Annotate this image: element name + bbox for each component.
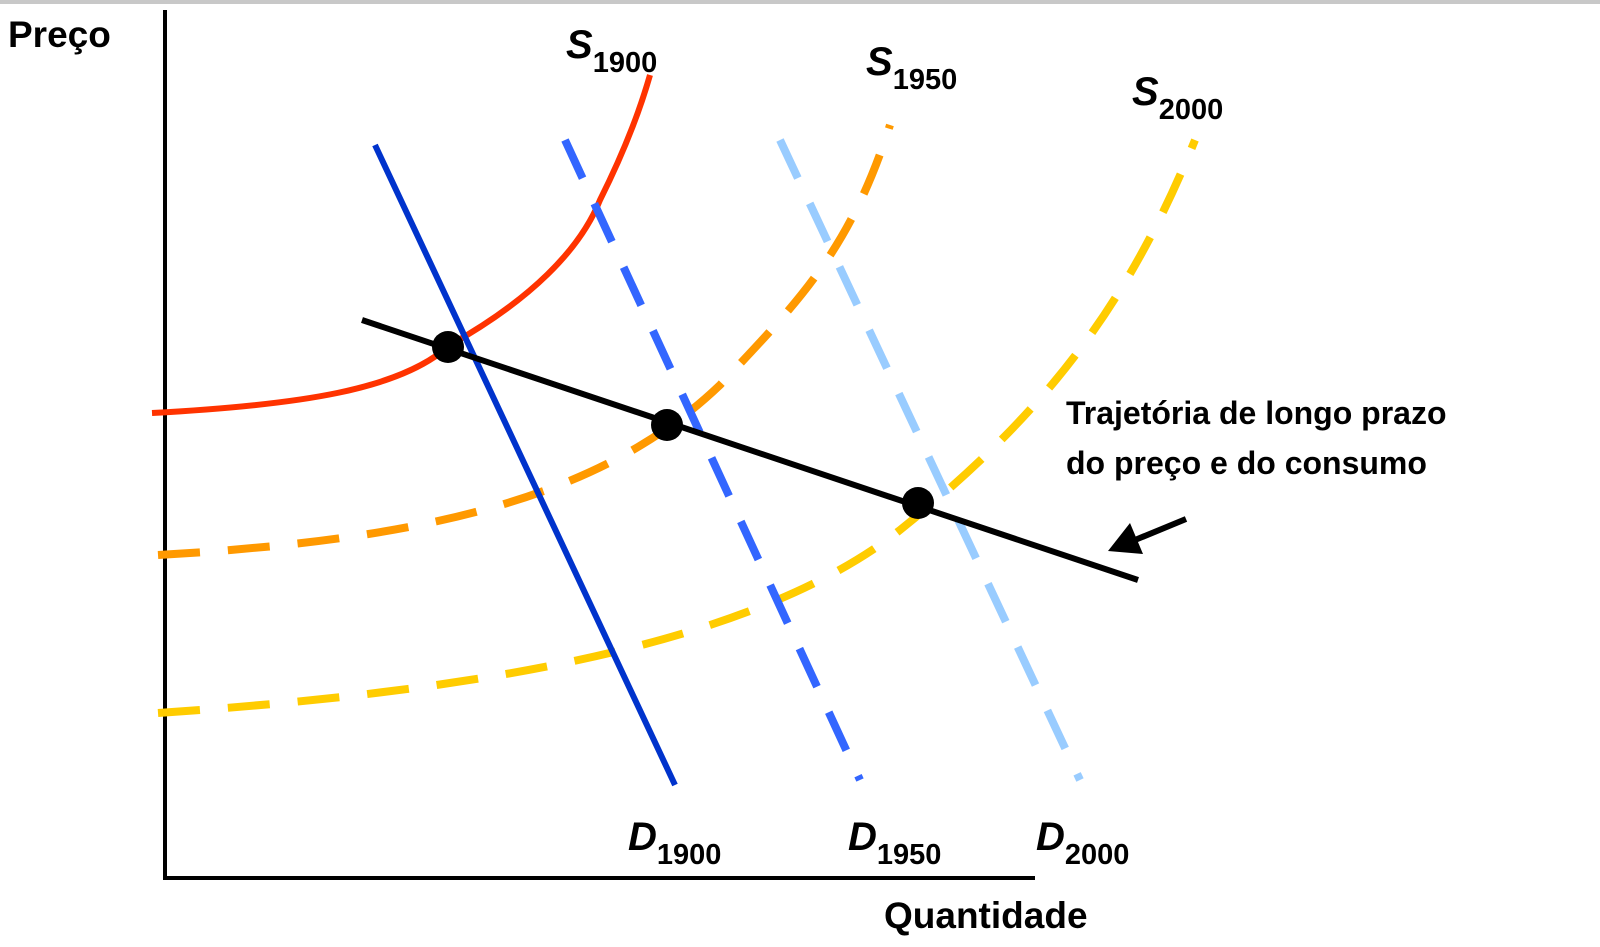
annotation-arrow-shaft [1133,516,1188,543]
demand-label-1950-year: 1950 [877,839,942,871]
supply-label-2000-year: 2000 [1159,94,1224,126]
annotation-line-1: Trajetória de longo prazo [1066,395,1447,431]
x-axis-title: Quantidade [884,895,1088,936]
supply-label-1900: S1900 [566,23,657,79]
supply-label-1950-letter: S [866,40,893,84]
supply-curve-2000 [157,138,1199,717]
annotation-line-2: do preço e do consumo [1066,445,1427,481]
equilibrium-point-2000 [902,487,934,519]
supply-label-2000: S2000 [1132,70,1223,126]
supply-label-2000-letter: S [1132,70,1159,114]
demand-label-1900-year: 1900 [657,839,722,871]
demand-label-2000-letter: D [1036,815,1065,859]
supply-curve-1900 [151,74,653,416]
demand-curve-1950 [561,138,864,782]
equilibrium-point-1950 [651,409,683,441]
supply-label-1900-letter: S [566,23,593,67]
annotation-arrow-head [1108,523,1143,554]
top-divider [0,0,1600,4]
demand-label-1950: D1950 [848,815,941,871]
equilibrium-point-1900 [432,331,464,363]
long-run-path-line [361,317,1139,583]
demand-label-2000: D2000 [1036,815,1129,871]
supply-label-1950: S1950 [866,40,957,96]
demand-label-2000-year: 2000 [1065,839,1130,871]
supply-label-1950-year: 1950 [893,64,958,96]
supply-label-1900-year: 1900 [593,47,658,79]
demand-label-1950-letter: D [848,815,877,859]
demand-curve-2000 [776,138,1084,782]
y-axis-title: Preço [8,14,111,55]
demand-label-1900: D1900 [628,815,721,871]
demand-curve-1900 [372,143,678,787]
supply-curve-1950 [157,123,894,559]
demand-label-1900-letter: D [628,815,657,859]
